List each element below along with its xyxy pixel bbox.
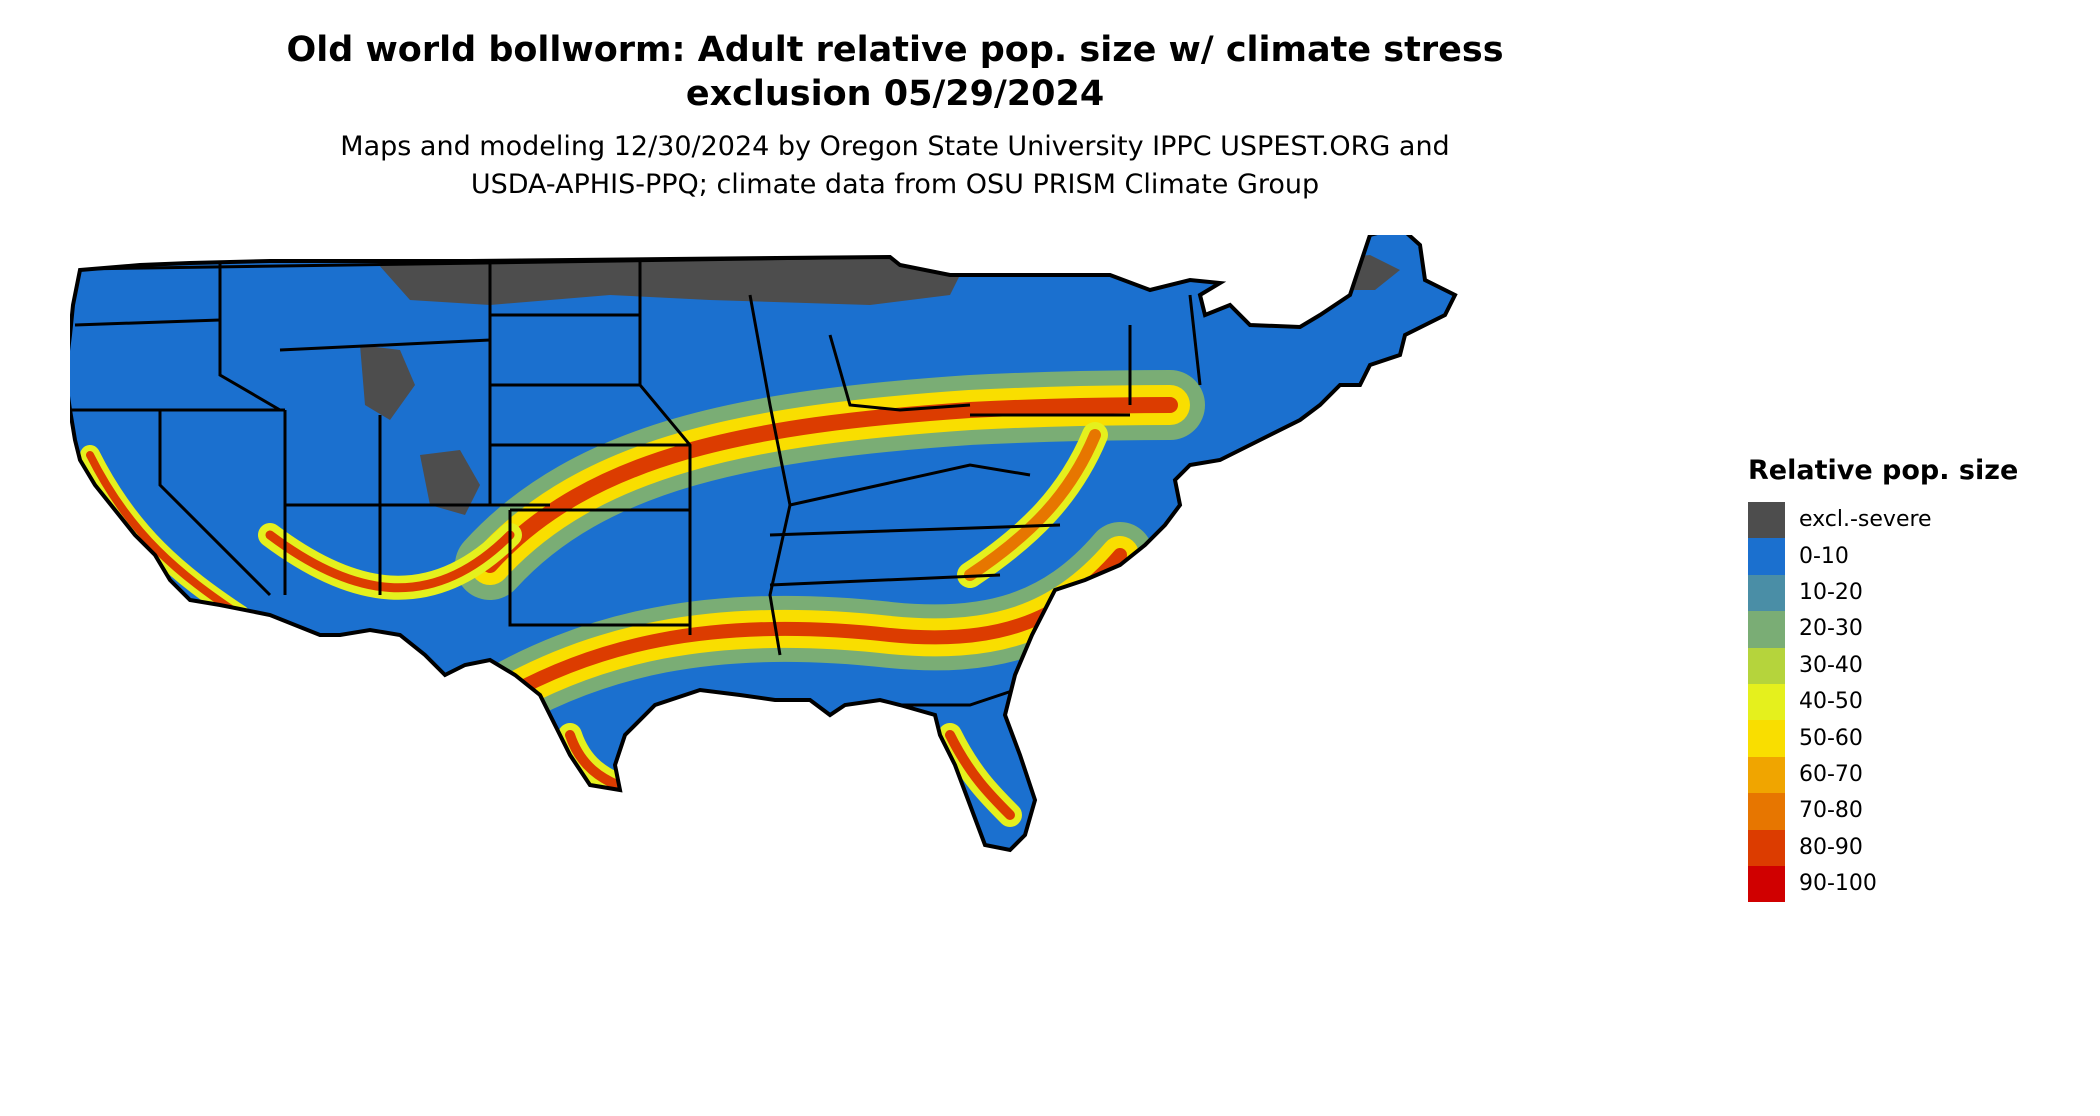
legend-item: 40-50	[1748, 683, 2078, 721]
legend-swatch	[1748, 574, 1785, 612]
map-subtitle: Maps and modeling 12/30/2024 by Oregon S…	[0, 128, 1790, 204]
legend: Relative pop. size excl.-severe 0-10 10-20…	[1748, 454, 2078, 903]
border-oklahoma-texas	[508, 510, 690, 627]
legend-label: 20-30	[1799, 616, 1863, 642]
us-population-map	[70, 235, 1457, 852]
legend-label: 80-90	[1799, 834, 1863, 860]
border-tennessee-north	[769, 523, 1061, 537]
band-florida-80-90	[945, 730, 1015, 820]
border-washington-oregon	[74, 318, 221, 327]
legend-swatch	[1748, 647, 1785, 684]
legend-swatch	[1748, 865, 1785, 903]
legend-item: 20-30	[1748, 611, 2078, 648]
band-appalachian-70-80	[964, 429, 1101, 581]
legend-title: Relative pop. size	[1748, 455, 2019, 486]
legend-label: excl.-severe	[1799, 507, 1932, 533]
legend-swatch	[1748, 756, 1785, 794]
state-borders	[70, 255, 1202, 707]
band-central-80-90	[482, 397, 1178, 573]
legend-item: 10-20	[1748, 574, 2078, 612]
legend-item: 30-40	[1748, 647, 2078, 684]
border-new-england-inner	[1188, 294, 1202, 386]
map-subtitle-line-1: Maps and modeling 12/30/2024 by Oregon S…	[340, 131, 1450, 162]
legend-label: 30-40	[1799, 652, 1863, 678]
border-great-lakes-states	[828, 334, 971, 412]
legend-item: 50-60	[1748, 720, 2078, 757]
legend-label: 90-100	[1799, 871, 1877, 897]
legend-swatch	[1748, 793, 1785, 830]
legend-swatch	[1748, 502, 1785, 539]
legend-label: 0-10	[1799, 543, 1849, 569]
legend-items: excl.-severe 0-10 10-20 20-30 30-40 40-50 50-6…	[1748, 502, 2078, 903]
legend-item: 70-80	[1748, 793, 2078, 830]
map-title-line-1: Old world bollworm: Adult relative pop. …	[286, 30, 1504, 70]
legend-item: 0-10	[1748, 538, 2078, 575]
map-clipped-layers	[70, 235, 1455, 850]
excl-region-north	[370, 255, 970, 305]
legend-label: 60-70	[1799, 761, 1863, 787]
legend-swatch	[1748, 720, 1785, 757]
legend-label: 70-80	[1799, 798, 1863, 824]
legend-item: 80-90	[1748, 829, 2078, 866]
border-california-nevada	[158, 410, 272, 597]
map-background-0-10	[70, 235, 1455, 850]
legend-label: 10-20	[1799, 579, 1863, 605]
border-ohio-river	[789, 463, 1031, 507]
legend-swatch	[1748, 611, 1785, 648]
legend-item: excl.-severe	[1748, 502, 2078, 539]
legend-swatch	[1748, 538, 1785, 575]
excl-region-wyoming	[360, 345, 415, 420]
map-subtitle-line-2: USDA-APHIS-PPQ; climate data from OSU PR…	[470, 169, 1320, 200]
border-idaho-east	[218, 261, 281, 412]
excl-region-colorado	[420, 450, 480, 515]
legend-swatch	[1748, 829, 1785, 866]
legend-item: 60-70	[1748, 756, 2078, 794]
legend-item: 90-100	[1748, 865, 2078, 903]
border-montana-wyoming	[279, 338, 491, 352]
border-plains-east	[638, 255, 692, 635]
legend-swatch	[1748, 683, 1785, 721]
band-west-coast-80-90	[86, 451, 244, 619]
border-gulf-states-north	[769, 573, 1001, 587]
legend-label: 50-60	[1799, 725, 1863, 751]
map-title-line-2: exclusion 05/29/2024	[685, 74, 1105, 114]
band-southwest-80-90	[265, 530, 515, 593]
map-title: Old world bollworm: Adult relative pop. …	[0, 28, 1790, 116]
legend-label: 40-50	[1799, 689, 1863, 715]
